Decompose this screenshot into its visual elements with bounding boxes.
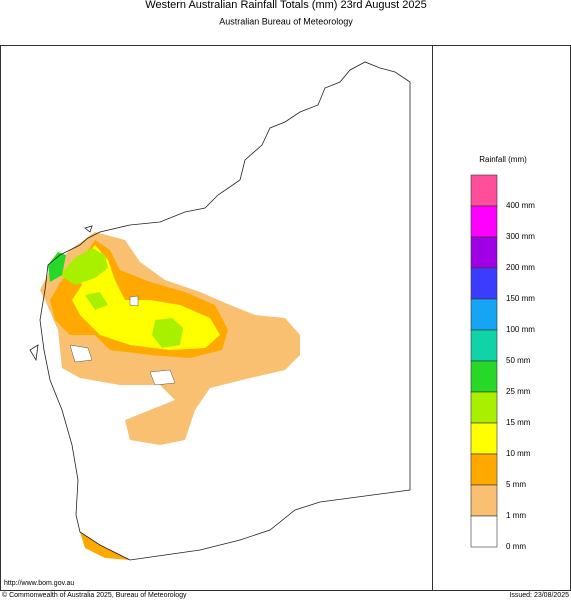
legend-swatch bbox=[470, 515, 498, 548]
legend-swatch bbox=[470, 360, 498, 393]
rain-south bbox=[80, 532, 130, 560]
rainfall-areas bbox=[40, 232, 300, 560]
legend-label: 15 mm bbox=[506, 418, 531, 427]
footer-copyright: © Commonwealth of Australia 2025, Bureau… bbox=[2, 591, 187, 599]
legend-title: Rainfall (mm) bbox=[479, 155, 527, 164]
rain-15mm bbox=[60, 248, 183, 348]
dry-patches bbox=[69, 295, 176, 386]
legend-swatch bbox=[470, 453, 498, 486]
legend-label: 400 mm bbox=[506, 201, 535, 210]
legend-swatch bbox=[470, 174, 498, 207]
footer-issued: Issued: 23/08/2025 bbox=[509, 592, 569, 599]
legend-label: 150 mm bbox=[506, 294, 535, 303]
legend-label: 300 mm bbox=[506, 232, 535, 241]
legend-label: 1 mm bbox=[506, 511, 526, 520]
legend-swatch bbox=[470, 422, 498, 455]
subtitle: Australian Bureau of Meteorology bbox=[219, 16, 353, 26]
rain-25mm bbox=[48, 252, 66, 282]
legend: 400 mm 300 mm 200 mm 150 mm 100 mm 50 mm 25 mm… bbox=[470, 174, 535, 551]
legend-swatch bbox=[470, 236, 498, 269]
title: Western Australian Rainfall Totals (mm) … bbox=[145, 0, 426, 11]
legend-label: 50 mm bbox=[506, 356, 531, 365]
legend-swatch bbox=[470, 205, 498, 238]
rain-10mm bbox=[72, 245, 220, 350]
legend-label: 5 mm bbox=[506, 480, 526, 489]
legend-label: 200 mm bbox=[506, 263, 535, 272]
legend-swatch bbox=[470, 391, 498, 424]
coastline bbox=[29, 61, 411, 561]
legend-swatch bbox=[470, 329, 498, 362]
footer-url: http://www.bom.gov.au bbox=[4, 580, 74, 587]
legend-label: 10 mm bbox=[506, 449, 531, 458]
legend-label: 100 mm bbox=[506, 325, 535, 334]
legend-swatch bbox=[470, 484, 498, 517]
legend-label: 25 mm bbox=[506, 387, 531, 396]
legend-swatch bbox=[470, 298, 498, 331]
legend-swatch bbox=[470, 267, 498, 300]
legend-label: 0 mm bbox=[506, 542, 526, 551]
